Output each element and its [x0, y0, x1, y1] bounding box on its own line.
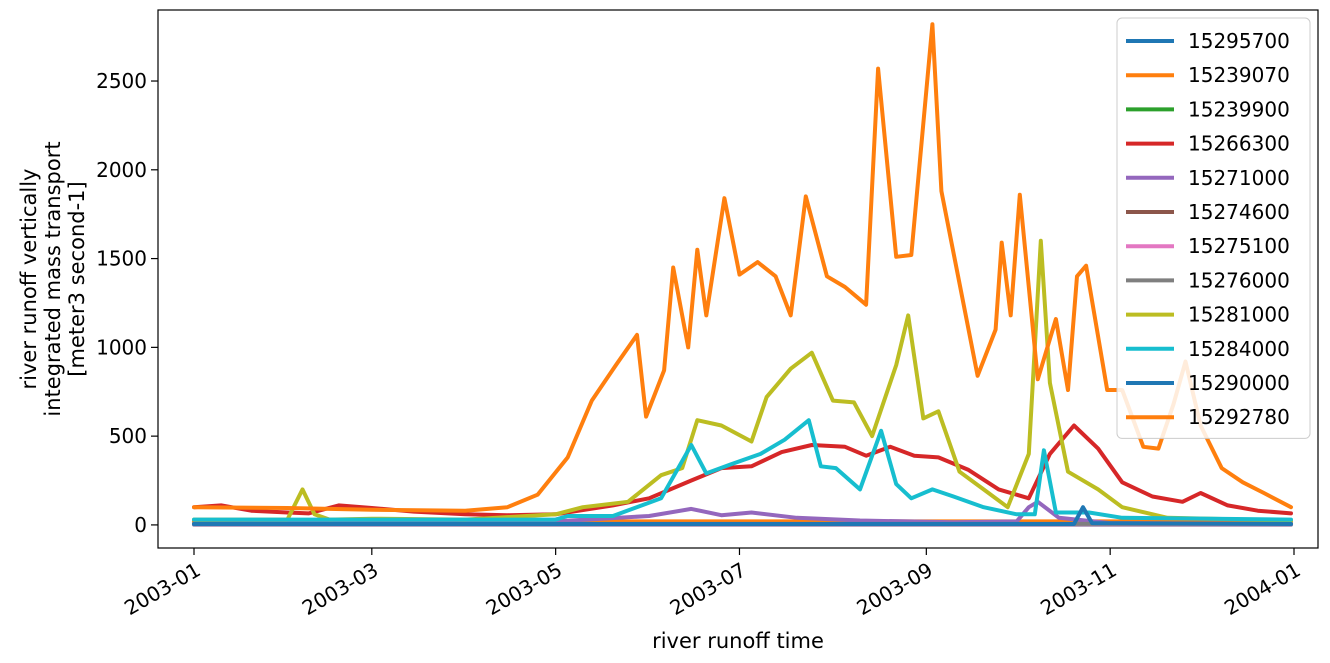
legend-label: 15271000: [1188, 166, 1290, 190]
y-tick-label: 1000: [96, 335, 147, 359]
legend-box: [1116, 17, 1311, 439]
y-tick-label: 2500: [96, 69, 147, 93]
legend-label: 15292780: [1188, 405, 1290, 429]
x-tick-label: 2003-03: [298, 558, 382, 621]
x-tick-label: 2003-11: [1036, 558, 1120, 621]
series-line-15290000: [192, 505, 1293, 526]
series-line-15284000: [192, 418, 1293, 522]
x-axis-label: river runoff time: [652, 629, 824, 653]
x-tick-label: 2003-07: [666, 558, 750, 621]
legend-label: 15274600: [1188, 200, 1290, 224]
legend-label: 15239070: [1188, 63, 1290, 87]
legend: 15295700 15239070 15239900 15266300 15271000…: [1116, 17, 1311, 439]
y-axis-label-line: river runoff vertically: [17, 169, 41, 390]
y-axis-label: river runoff verticallyintegrated mass t…: [17, 141, 89, 416]
y-axis-label-line: [meter3 second-1]: [65, 181, 89, 376]
plot-lines: [192, 22, 1293, 527]
y-axis-label-line: integrated mass transport: [41, 141, 65, 416]
legend-label: 15295700: [1188, 29, 1290, 53]
x-tick-label: 2003-05: [482, 558, 566, 621]
legend-label: 15239900: [1188, 97, 1290, 121]
plot-frame: [157, 9, 1319, 549]
y-tick-label: 2000: [96, 158, 147, 182]
series-line-15271000: [192, 499, 1293, 526]
legend-label: 15275100: [1188, 234, 1290, 258]
x-tick-label: 2003-09: [852, 558, 936, 621]
legend-label: 15290000: [1188, 371, 1290, 395]
legend-label: 15276000: [1188, 268, 1290, 292]
legend-label: 15284000: [1188, 337, 1290, 361]
legend-label: 15266300: [1188, 132, 1290, 156]
legend-label: 15281000: [1188, 303, 1290, 327]
y-tick-label: 0: [134, 513, 147, 537]
y-tick-label: 1500: [96, 247, 147, 271]
y-axis: 0 500 1000 1500 2000 2500: [96, 69, 158, 537]
x-tick-label: 2003-01: [120, 558, 204, 621]
series-line-15266300: [192, 423, 1293, 518]
x-axis: 2003-01 2003-03 2003-05 2003-07 2003-09 2003-…: [120, 548, 1305, 621]
y-tick-label: 500: [109, 424, 147, 448]
x-tick-label: 2004-01: [1220, 558, 1304, 621]
